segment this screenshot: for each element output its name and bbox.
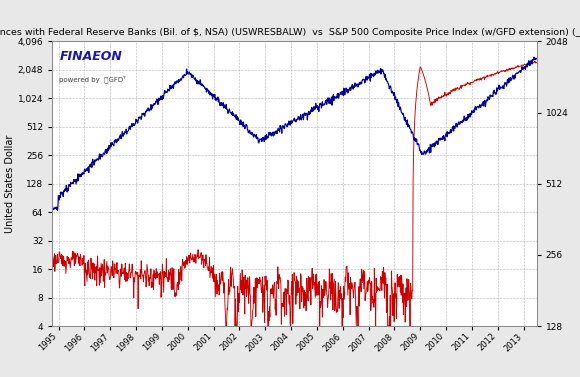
- Y-axis label: United States Dollar: United States Dollar: [5, 135, 14, 233]
- Text: powered by  ⓆGFDᵀ: powered by ⓆGFDᵀ: [60, 76, 126, 83]
- Text: Balances with Federal Reserve Banks (Bil. of $, NSA) (USWRESBALW)  vs  S&P 500 C: Balances with Federal Reserve Banks (Bil…: [0, 28, 580, 37]
- Text: FINAEON: FINAEON: [60, 50, 122, 63]
